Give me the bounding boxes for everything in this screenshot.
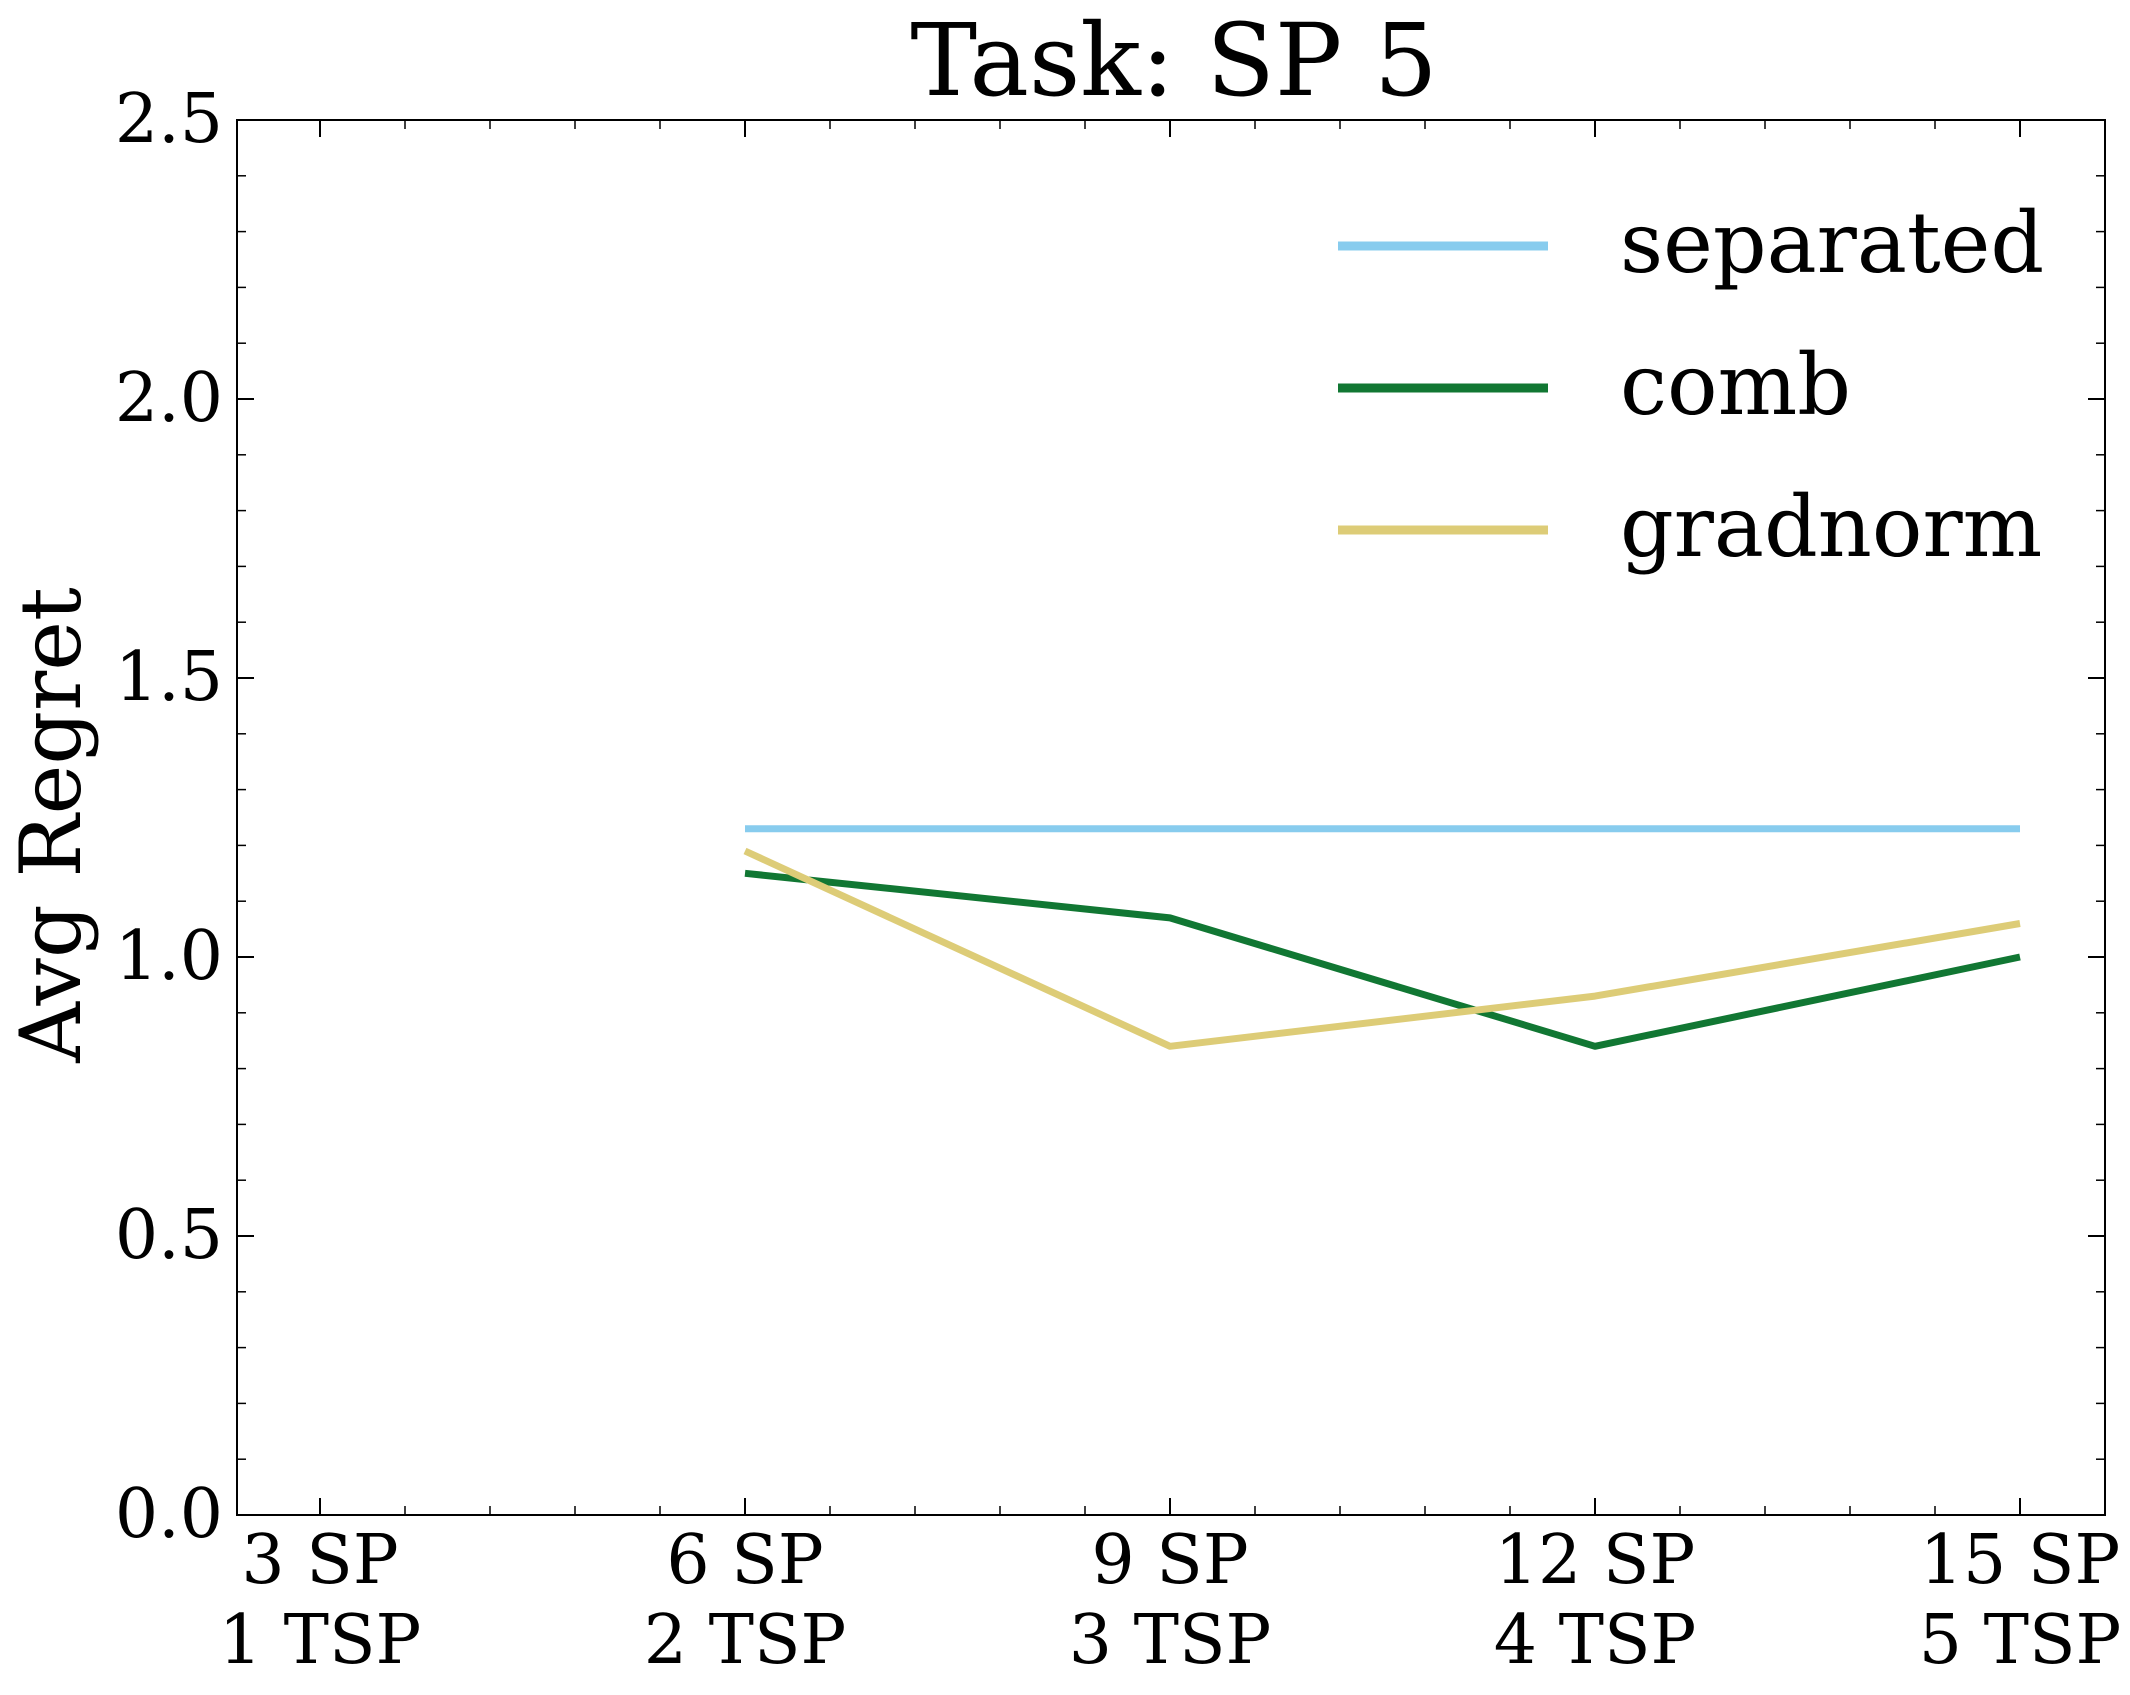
legend-label-separated: separated: [1620, 194, 2044, 292]
x-tick-label: 15 SP 5 TSP: [1919, 1521, 2122, 1680]
legend-label-gradnorm: gradnorm: [1620, 478, 2042, 576]
x-tick-label: 3 SP 1 TSP: [219, 1521, 422, 1680]
plot-area: [743, 825, 2021, 1050]
x-tick-label: 12 SP 4 TSP: [1494, 1521, 1697, 1680]
y-tick-label: 0.0: [115, 1475, 223, 1554]
x-tick-label: 9 SP 3 TSP: [1069, 1521, 1272, 1680]
x-tick-label-line: 5 TSP: [1919, 1601, 2122, 1680]
y-tick-label: 2.0: [115, 359, 223, 438]
chart-title: Task: SP 5: [910, 2, 1437, 119]
plot-frame: [236, 119, 2106, 1516]
x-tick-label-line: 3 SP: [241, 1521, 398, 1600]
axes: 0.0 0.5 1.0 1.5 2.0 2.5 3 SP 1 TSP 6 SP 2 TSP 9 SP…: [115, 80, 2121, 1680]
y-tick-label: 1.0: [115, 917, 223, 996]
x-tick-label-line: 15 SP: [1920, 1521, 2120, 1600]
x-tick-label-line: 6 SP: [666, 1521, 823, 1600]
x-tick-label-line: 12 SP: [1495, 1521, 1695, 1600]
x-tick-label-line: 2 TSP: [644, 1601, 847, 1680]
x-tick-label-line: 9 SP: [1091, 1521, 1248, 1600]
x-tick-label-line: 4 TSP: [1494, 1601, 1697, 1680]
y-tick-label: 1.5: [115, 638, 223, 717]
legend: separated comb gradnorm: [1338, 194, 2044, 576]
x-tick-label: 6 SP 2 TSP: [644, 1521, 847, 1680]
series-line-gradnorm: [743, 847, 2021, 1050]
y-axis-label: Avg Regret: [2, 587, 100, 1064]
x-tick-label-line: 3 TSP: [1069, 1601, 1272, 1680]
legend-label-comb: comb: [1620, 336, 1851, 434]
y-tick-label: 2.5: [115, 80, 223, 159]
y-tick-label: 0.5: [115, 1196, 223, 1275]
x-tick-label-line: 1 TSP: [219, 1601, 422, 1680]
series-line-comb: [744, 869, 2021, 1050]
